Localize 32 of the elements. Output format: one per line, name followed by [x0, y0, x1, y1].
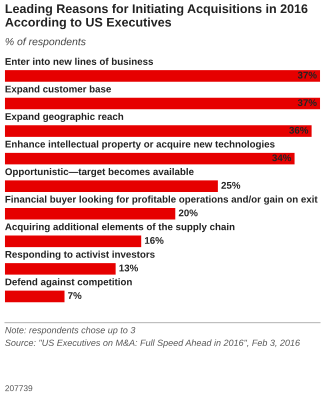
y-tick-label: Expand geographic reach: [6, 112, 124, 122]
data-label: 25%: [221, 182, 240, 189]
bar: [4, 98, 320, 110]
y-tick-label: Defend against competition: [6, 278, 132, 288]
data-label: 37%: [298, 72, 317, 79]
text: Note: respondents chose up to 3: [5, 326, 136, 336]
bar: [4, 263, 116, 275]
y-tick-label: Opportunistic—target becomes available: [5, 168, 194, 178]
data-label: 20%: [178, 209, 198, 216]
y-tick-label: Acquiring additional elements of the supply chain: [5, 223, 234, 232]
bar: [4, 125, 312, 137]
data-label: 13%: [119, 264, 138, 272]
y-tick-label: Enter into new lines of business: [6, 58, 154, 65]
data-label: 7%: [68, 292, 82, 299]
source-note: Source: "US Executives on M&A: Full Speed Ahead in 2016", Feb 3, 2016: [5, 339, 300, 348]
data-label: 37%: [298, 99, 317, 106]
bar: [4, 208, 176, 220]
data-label: 16%: [144, 237, 164, 244]
data-label: 36%: [289, 126, 308, 134]
chart-subtitle: % of respondents: [6, 38, 86, 48]
bar: [4, 70, 320, 82]
bar: [4, 290, 65, 302]
chart-title: Leading Reasons for Initiating Acquisitions in 2016 According to US Executives: [5, 4, 308, 30]
data-label: 34%: [272, 154, 292, 162]
y-tick-label: Enhance intellectual property or acquire new technologies: [6, 140, 275, 150]
y-tick-label: Financial buyer looking for profitable operations and/or gain on exit: [6, 196, 318, 205]
y-tick-label: Expand customer base: [6, 85, 111, 94]
bar: [4, 152, 295, 164]
bar: [4, 180, 218, 192]
y-tick-label: Responding to activist investors: [6, 250, 155, 260]
text: 207739: [5, 385, 32, 392]
bar: [4, 236, 142, 248]
